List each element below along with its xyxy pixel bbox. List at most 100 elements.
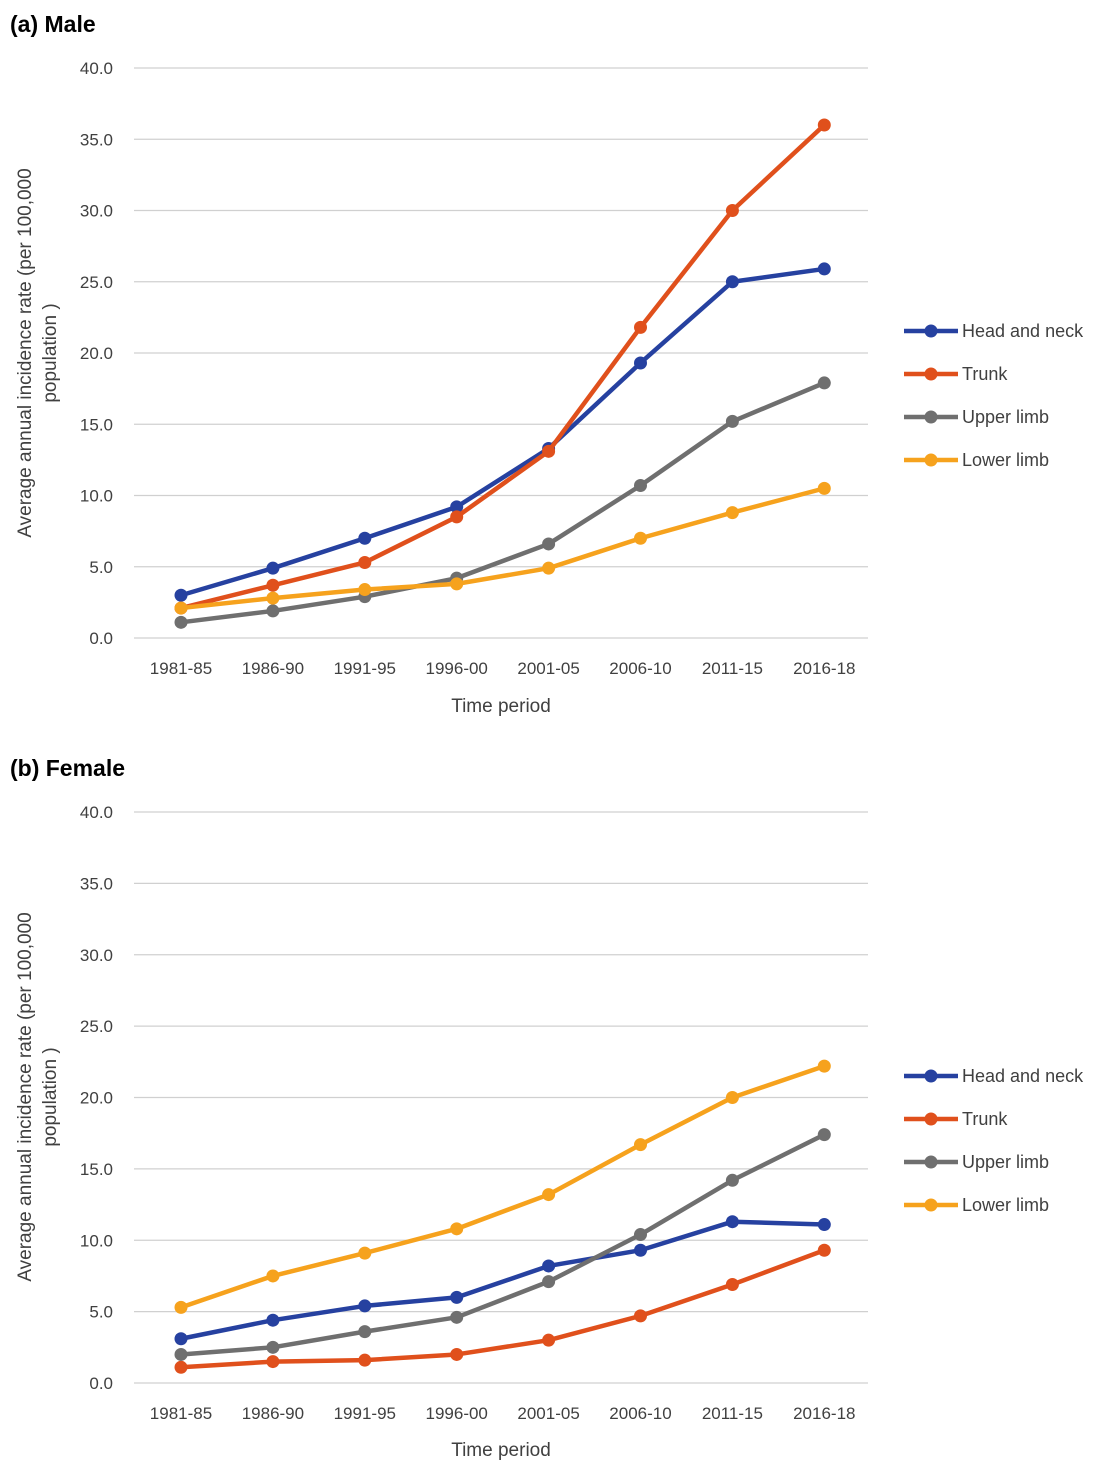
legend-swatch-marker: [924, 324, 938, 338]
chart-title: (b) Female: [10, 755, 125, 781]
y-tick-label: 25.0: [80, 273, 113, 292]
y-tick-labels: 0.0 5.0 10.0 15.0 20.0 25.0 30.0 35.0 40.0: [80, 59, 113, 648]
y-tick-label: 20.0: [80, 1089, 113, 1108]
data-point: [634, 356, 647, 370]
x-tick-label: 1986-90: [242, 1404, 304, 1423]
y-tick-label: 10.0: [80, 487, 113, 506]
data-point: [266, 1269, 280, 1283]
data-point: [174, 601, 188, 615]
x-tick-label: 2011-15: [702, 1404, 763, 1423]
data-point: [817, 118, 831, 132]
data-point: [358, 1246, 372, 1260]
y-tick-label: 5.0: [89, 1303, 113, 1322]
x-tick-label: 2001-05: [517, 659, 579, 678]
x-tick-label: 1981-85: [150, 659, 212, 678]
x-tick-label: 1996-00: [426, 1404, 488, 1423]
y-tick-label: 25.0: [80, 1017, 113, 1036]
data-point: [542, 561, 556, 575]
data-point: [450, 510, 464, 524]
data-point: [266, 591, 280, 605]
data-point: [542, 1259, 556, 1273]
y-tick-label: 5.0: [89, 558, 113, 577]
data-point: [358, 1299, 372, 1313]
data-point: [634, 1228, 647, 1242]
legend-swatch-marker: [924, 367, 938, 381]
y-tick-label: 15.0: [80, 1160, 113, 1179]
x-tick-label: 2016-18: [793, 1404, 855, 1423]
data-point: [817, 262, 831, 276]
y-axis-label-line1: Average annual incidence rate (per 100,0…: [15, 912, 36, 1281]
series-lines: [174, 1059, 831, 1374]
data-point: [266, 1355, 280, 1369]
legend-swatch-marker: [924, 1155, 938, 1169]
data-point: [725, 1278, 739, 1292]
x-tick-label: 2006-10: [609, 659, 671, 678]
data-point: [817, 481, 831, 495]
legend-label: Lower limb: [962, 450, 1049, 470]
data-point: [542, 1275, 556, 1289]
y-tick-labels: 0.0 5.0 10.0 15.0 20.0 25.0 30.0 35.0 40.0: [80, 803, 113, 1393]
data-point: [266, 604, 280, 618]
data-point: [725, 275, 739, 289]
y-tick-label: 30.0: [80, 946, 113, 965]
legend-item: Trunk: [904, 364, 1008, 384]
data-point: [174, 1332, 188, 1346]
series-lower-limb: [174, 1059, 831, 1314]
data-point: [542, 1333, 556, 1347]
data-point: [634, 320, 647, 334]
legend-item: Lower limb: [904, 1195, 1049, 1215]
data-point: [634, 1243, 647, 1257]
data-point: [634, 1309, 647, 1323]
y-tick-label: 0.0: [89, 1374, 113, 1393]
y-tick-label: 35.0: [80, 874, 113, 893]
legend-item: Lower limb: [904, 450, 1049, 470]
y-tick-label: 35.0: [80, 130, 113, 149]
x-tick-label: 2001-05: [517, 1404, 579, 1423]
series-trunk: [174, 118, 831, 615]
series-upper-limb: [174, 376, 831, 629]
series-line: [178, 122, 827, 611]
data-point: [817, 1218, 831, 1232]
legend-swatch-marker: [924, 1198, 938, 1212]
x-tick-labels: 1981-85 1986-90 1991-95 1996-00 2001-05 2006-…: [150, 1404, 856, 1423]
series-upper-limb: [174, 1128, 831, 1361]
y-tick-label: 20.0: [80, 344, 113, 363]
data-point: [634, 479, 647, 493]
data-point: [450, 1290, 464, 1304]
legend-item: Upper limb: [904, 407, 1049, 427]
legend-swatch-marker: [924, 1112, 938, 1126]
series-lines: [174, 118, 831, 629]
legend-swatch-marker: [924, 410, 938, 424]
legend-swatch-marker: [924, 453, 938, 467]
series-head-and-neck: [174, 262, 831, 602]
data-point: [266, 1340, 280, 1354]
data-point: [450, 1222, 464, 1236]
series-head-and-neck: [174, 1215, 831, 1346]
data-point: [725, 414, 739, 428]
data-point: [358, 1325, 372, 1339]
legend-item: Trunk: [904, 1109, 1008, 1129]
legend-item: Upper limb: [904, 1152, 1049, 1172]
gridlines: [134, 67, 868, 639]
data-point: [634, 1138, 647, 1152]
data-point: [725, 204, 739, 217]
x-axis-label: Time period: [451, 696, 551, 717]
data-point: [358, 583, 372, 597]
x-axis-label: Time period: [451, 1440, 551, 1461]
series-line: [178, 486, 827, 611]
data-point: [450, 1310, 464, 1324]
legend-item: Head and neck: [904, 321, 1084, 341]
data-point: [174, 588, 188, 602]
y-tick-label: 40.0: [80, 59, 113, 78]
legend-item: Head and neck: [904, 1066, 1084, 1086]
data-point: [725, 1173, 739, 1187]
y-axis-label-line2: population ): [40, 1047, 61, 1146]
data-point: [450, 1347, 464, 1361]
x-tick-label: 2011-15: [702, 659, 763, 678]
data-point: [725, 506, 739, 520]
data-point: [542, 1188, 556, 1202]
data-point: [542, 444, 556, 458]
data-point: [817, 1128, 831, 1142]
data-point: [817, 1243, 831, 1257]
